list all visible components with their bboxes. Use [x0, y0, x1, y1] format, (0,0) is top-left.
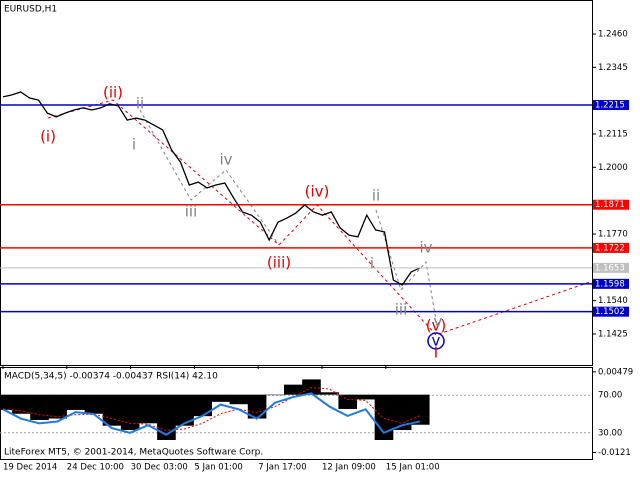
level-label-box: [593, 306, 629, 317]
y-tick-label: 1.1770: [598, 229, 628, 239]
wave-label: ii: [136, 95, 144, 113]
wave-label: iv: [219, 151, 232, 169]
y2-tick-label: 70.00: [598, 391, 622, 401]
level-label: 1.1871: [595, 200, 625, 210]
x-tick-label: 15 Jan 01:00: [386, 463, 440, 473]
wave-label: (iii): [267, 254, 291, 272]
level-label: 1.2215: [595, 101, 625, 111]
y-tick-label: 0.00479: [598, 367, 633, 377]
level-label-box: [593, 278, 629, 289]
macd-bar: [120, 394, 140, 430]
macd-bar: [12, 394, 31, 414]
y-tick-label: 1.1425: [598, 329, 628, 339]
rsi-line: [2, 392, 421, 436]
wave-label: v: [434, 313, 443, 331]
current-price-box: [593, 262, 629, 273]
wave-label: iii: [395, 301, 408, 319]
level-label-box: [593, 100, 629, 111]
chart-title: EURUSD,H1: [4, 5, 57, 15]
main-panel: [0, 0, 593, 366]
y-tick-label: 1.2000: [598, 163, 628, 173]
macd-bar: [247, 394, 267, 419]
macd-bar: [211, 394, 231, 402]
macd-bar: [138, 394, 158, 424]
macd-bar: [356, 394, 376, 400]
wave-label: v: [432, 332, 441, 350]
wave-label: I: [434, 344, 438, 362]
wave-label: (i): [40, 128, 56, 146]
footer: LiteForex MT5, © 2001-2014, MetaQuotes S…: [4, 448, 263, 458]
indicator-title: MACD(5,34,5) -0.00374 -0.00437 RSI(14) 4…: [4, 372, 218, 382]
macd-bar: [66, 394, 86, 410]
macd-bar: [320, 392, 339, 395]
x-tick-label: 12 Jan 09:00: [322, 463, 376, 473]
level-label: 1.1722: [595, 243, 625, 253]
macd-bar: [338, 394, 358, 409]
macd-bar: [30, 394, 49, 420]
level-label: 1.1502: [595, 307, 625, 317]
red-wave-path: [47, 99, 591, 336]
macd-bar: [0, 394, 13, 410]
wave-label: i: [370, 255, 374, 273]
x-tick-label: 30 Dec 03:00: [131, 463, 188, 473]
wave-circle: [427, 332, 445, 350]
macd-bar: [84, 394, 104, 414]
signal-line: [2, 387, 421, 431]
x-tick-label: 5 Jan 01:00: [194, 463, 242, 473]
y-tick-label: 1.2115: [598, 130, 628, 140]
wave-label: (iv): [305, 183, 330, 201]
y-tick-label: -0.0121: [598, 448, 631, 458]
wave-label: (v): [426, 317, 447, 335]
wave-label: (ii): [103, 84, 123, 102]
macd-bar: [175, 394, 194, 426]
macd-bar: [410, 394, 430, 425]
y-tick-label: 1.1540: [598, 296, 628, 306]
wave-label: iv: [419, 239, 432, 257]
wave-label: iii: [185, 203, 198, 221]
gray-wave-path: [139, 109, 280, 246]
wave-lines: [47, 99, 591, 336]
price-line: [2, 91, 421, 286]
x-tick-label: 19 Dec 2014: [3, 463, 57, 473]
x-tick-label: 7 Jan 17:00: [258, 463, 306, 473]
macd-bar: [48, 394, 67, 419]
level-label-box: [593, 199, 629, 210]
current-price-label: 1.1653: [595, 263, 625, 273]
sub-panel: [0, 367, 593, 460]
y-tick-label: 1.2345: [598, 63, 628, 73]
level-label-box: [593, 242, 629, 253]
x-tick-label: 24 Dec 10:00: [67, 463, 124, 473]
wave-label: i: [132, 136, 136, 154]
macd-bar: [284, 384, 303, 395]
wave-label: ii: [372, 187, 380, 205]
macd-bar: [265, 394, 285, 396]
gray-wave-path: [375, 209, 437, 321]
macd-bar: [157, 394, 176, 441]
macd-bar: [229, 394, 249, 405]
y2-tick-label: 30.00: [598, 428, 622, 438]
y-tick-label: 1.2460: [598, 30, 628, 40]
macd-bar: [102, 394, 122, 426]
macd-bar: [193, 394, 212, 417]
level-label: 1.1598: [595, 279, 625, 289]
